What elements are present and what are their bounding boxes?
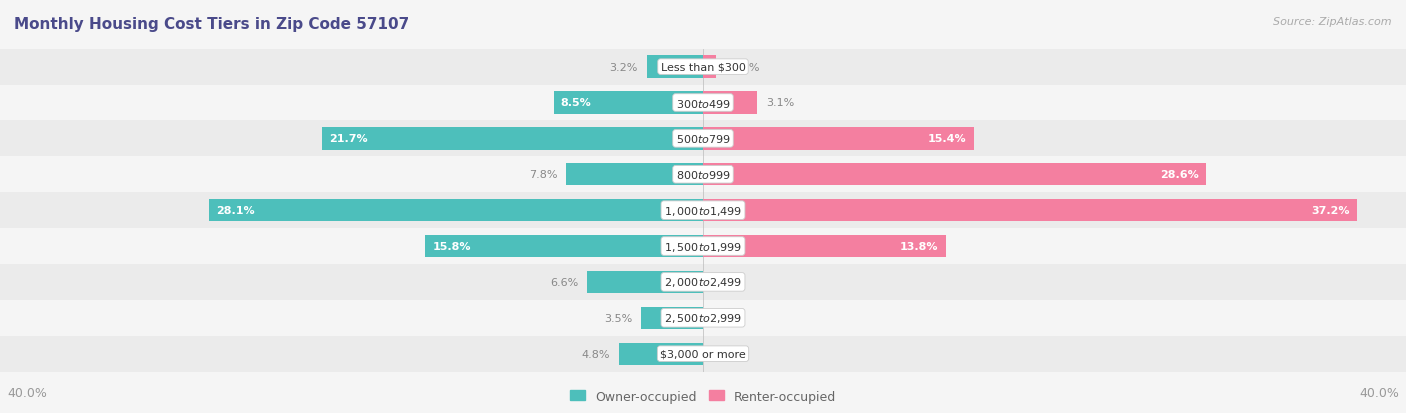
Text: 28.1%: 28.1% [217, 206, 254, 216]
Text: Monthly Housing Cost Tiers in Zip Code 57107: Monthly Housing Cost Tiers in Zip Code 5… [14, 17, 409, 31]
Text: 0.0%: 0.0% [711, 313, 740, 323]
Text: 3.2%: 3.2% [610, 62, 638, 72]
Text: $800 to $999: $800 to $999 [675, 169, 731, 181]
Text: 6.6%: 6.6% [550, 277, 578, 287]
Text: Source: ZipAtlas.com: Source: ZipAtlas.com [1274, 17, 1392, 26]
Text: 0.0%: 0.0% [711, 349, 740, 359]
Bar [0, 193, 1406, 228]
Bar [0, 300, 1406, 336]
Bar [647, 56, 703, 78]
Text: 15.8%: 15.8% [433, 242, 471, 252]
Bar [703, 164, 1206, 186]
Text: 21.7%: 21.7% [329, 134, 367, 144]
Text: 0.72%: 0.72% [724, 62, 759, 72]
Text: $2,500 to $2,999: $2,500 to $2,999 [664, 311, 742, 325]
Text: 40.0%: 40.0% [1360, 386, 1399, 399]
Text: 7.8%: 7.8% [529, 170, 557, 180]
Bar [641, 307, 703, 329]
Text: 15.4%: 15.4% [928, 134, 967, 144]
Text: $2,000 to $2,499: $2,000 to $2,499 [664, 276, 742, 289]
Bar [0, 157, 1406, 193]
Bar [703, 199, 1357, 222]
Text: 4.8%: 4.8% [581, 349, 610, 359]
Bar [425, 235, 703, 258]
Bar [0, 336, 1406, 372]
Bar [0, 121, 1406, 157]
Text: 0.0%: 0.0% [711, 277, 740, 287]
Bar [588, 271, 703, 293]
Legend: Owner-occupied, Renter-occupied: Owner-occupied, Renter-occupied [569, 390, 837, 403]
Text: Less than $300: Less than $300 [661, 62, 745, 72]
Text: $3,000 or more: $3,000 or more [661, 349, 745, 359]
Bar [0, 85, 1406, 121]
Bar [703, 128, 973, 150]
Bar [209, 199, 703, 222]
Text: 8.5%: 8.5% [561, 98, 592, 108]
Text: $300 to $499: $300 to $499 [675, 97, 731, 109]
Text: 40.0%: 40.0% [7, 386, 46, 399]
Text: 28.6%: 28.6% [1160, 170, 1198, 180]
Bar [0, 228, 1406, 264]
Bar [703, 56, 716, 78]
Bar [554, 92, 703, 114]
Text: 13.8%: 13.8% [900, 242, 939, 252]
Text: 3.5%: 3.5% [605, 313, 633, 323]
Bar [703, 92, 758, 114]
Bar [703, 235, 945, 258]
Bar [0, 264, 1406, 300]
Text: 37.2%: 37.2% [1312, 206, 1350, 216]
Bar [322, 128, 703, 150]
Bar [565, 164, 703, 186]
Text: $1,000 to $1,499: $1,000 to $1,499 [664, 204, 742, 217]
Text: $1,500 to $1,999: $1,500 to $1,999 [664, 240, 742, 253]
Text: 3.1%: 3.1% [766, 98, 794, 108]
Bar [619, 343, 703, 365]
Bar [0, 50, 1406, 85]
Text: $500 to $799: $500 to $799 [675, 133, 731, 145]
